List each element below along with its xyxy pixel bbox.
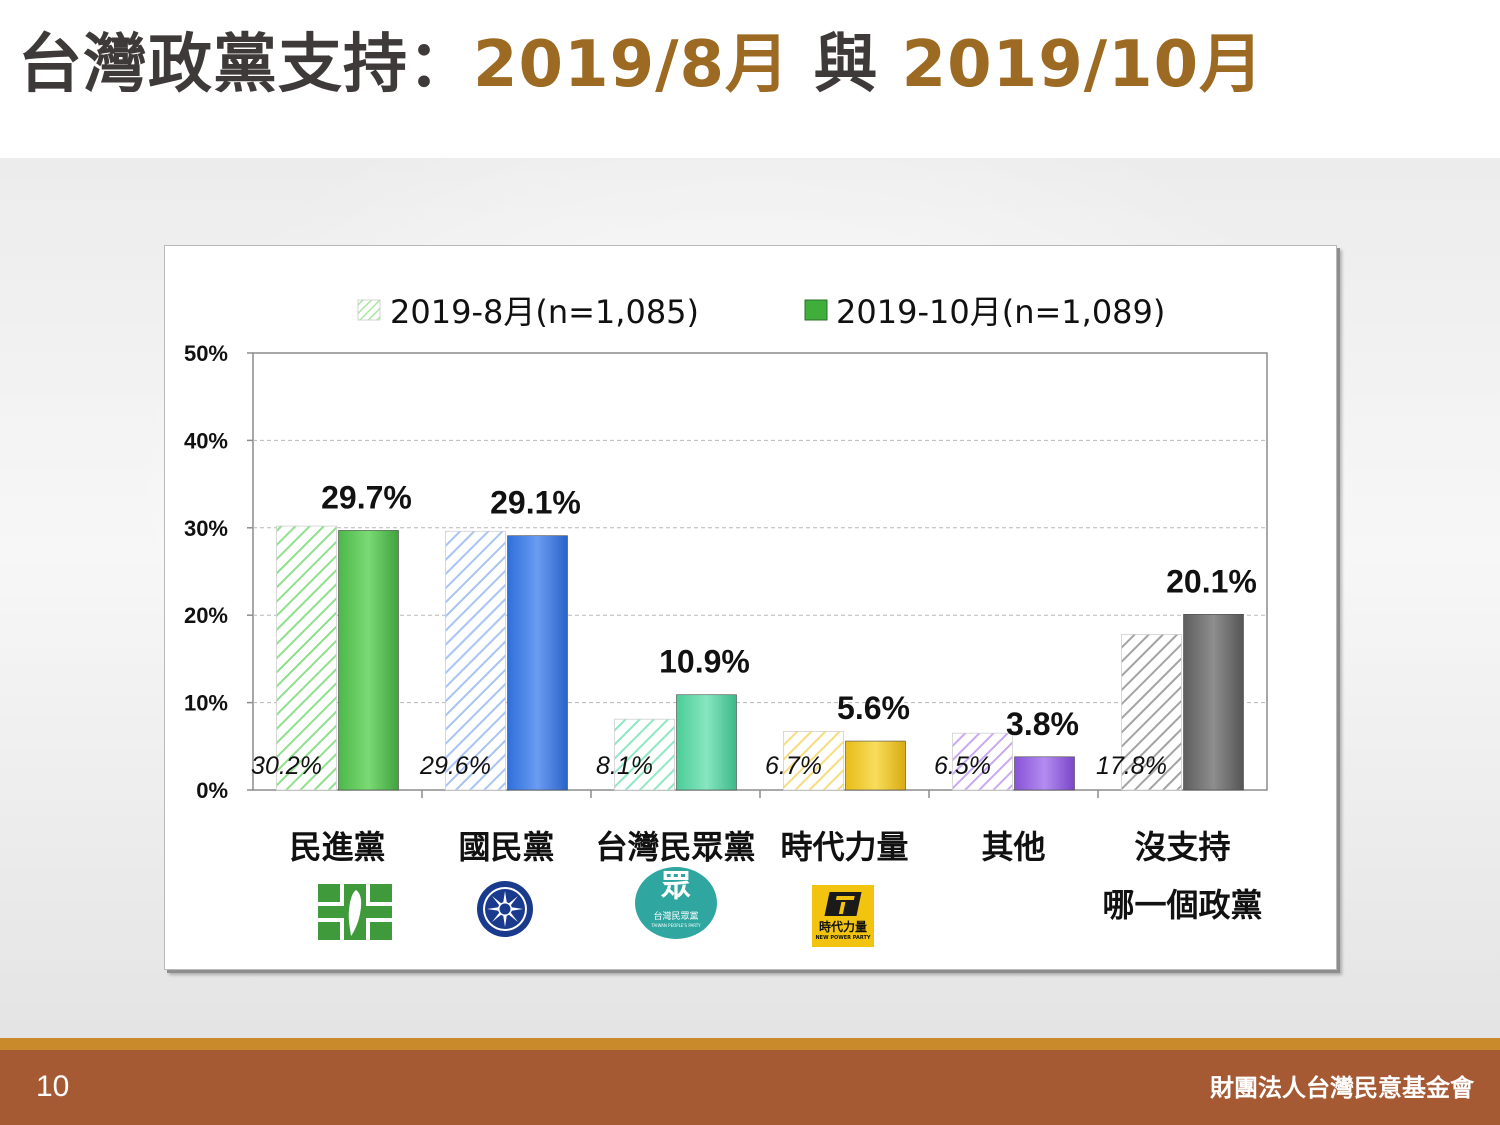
bar-aug-other bbox=[952, 732, 1013, 791]
legend-label-aug: 2019-8月(n=1,085) bbox=[390, 293, 699, 331]
data-label-aug: 8.1% bbox=[596, 752, 653, 780]
x-category-label: 台灣民眾黨 bbox=[595, 828, 755, 866]
data-label-aug: 6.7% bbox=[765, 752, 822, 780]
legend-swatch-aug bbox=[357, 299, 381, 321]
y-tick-label: 30% bbox=[184, 516, 228, 541]
tpp-logo-glyph: 眾 bbox=[661, 869, 691, 904]
x-category-label: 時代力量 bbox=[780, 828, 908, 866]
npp-logo-text: 時代力量 bbox=[818, 920, 867, 934]
bar-oct-kmt bbox=[507, 535, 568, 791]
npp-logo: 時代力量 NEW POWER PARTY bbox=[812, 885, 874, 947]
bar-aug-none bbox=[1121, 634, 1182, 791]
footer-accent-line bbox=[0, 1038, 1500, 1050]
bar-oct-none bbox=[1183, 614, 1244, 791]
y-tick-label: 50% bbox=[184, 341, 228, 366]
y-tick-label: 0% bbox=[196, 778, 228, 803]
tpp-logo-subtext: TAIWAN PEOPLE'S PARTY bbox=[651, 923, 701, 928]
data-label-aug: 30.2% bbox=[251, 752, 322, 780]
data-label-aug: 6.5% bbox=[934, 752, 991, 780]
bar-aug-npp bbox=[783, 731, 844, 791]
title-bar: 台灣政黨支持：2019/8月 與 2019/10月 bbox=[0, 0, 1500, 158]
data-label-aug: 29.6% bbox=[419, 752, 491, 780]
y-tick-label: 20% bbox=[184, 603, 228, 628]
npp-logo-mark bbox=[824, 892, 862, 916]
data-label-aug: 17.8% bbox=[1096, 752, 1167, 780]
plot-area bbox=[252, 352, 1268, 791]
tpp-logo-text: 台灣民眾黨 bbox=[653, 912, 699, 922]
bar-aug-kmt bbox=[445, 530, 506, 791]
bar-oct-other bbox=[1014, 756, 1075, 791]
x-category-label: 民進黨 bbox=[289, 828, 385, 866]
title-date-aug: 2019/8月 bbox=[473, 28, 791, 102]
title-main: 台灣政黨支持： bbox=[18, 28, 473, 102]
y-tick-label: 10% bbox=[184, 691, 228, 716]
bar-oct-dpp bbox=[338, 530, 399, 791]
title-connector: 與 bbox=[790, 28, 902, 102]
data-label-oct: 5.6% bbox=[837, 690, 910, 726]
x-category-label: 國民黨 bbox=[458, 828, 554, 866]
organization-name: 財團法人台灣民意基金會 bbox=[1210, 1074, 1474, 1102]
npp-logo-subtext: NEW POWER PARTY bbox=[815, 935, 871, 941]
dpp-logo bbox=[318, 884, 392, 940]
x-category-label: 其他 bbox=[981, 828, 1045, 866]
bar-aug-tpp bbox=[614, 718, 675, 791]
footer-bar bbox=[0, 1050, 1500, 1125]
title-date-oct: 2019/10月 bbox=[901, 28, 1265, 102]
x-category-label: 沒支持 bbox=[1134, 828, 1230, 866]
bar-oct-tpp bbox=[676, 694, 737, 791]
data-label-oct: 10.9% bbox=[659, 644, 750, 680]
data-label-oct: 29.1% bbox=[490, 485, 581, 521]
bar-aug-dpp bbox=[276, 525, 337, 791]
kmt-logo bbox=[477, 881, 533, 937]
legend-swatch-oct bbox=[804, 299, 828, 321]
slide-title: 台灣政黨支持：2019/8月 與 2019/10月 bbox=[18, 30, 1264, 100]
page-number: 10 bbox=[36, 1070, 70, 1103]
tpp-logo: 眾 台灣民眾黨 TAIWAN PEOPLE'S PARTY bbox=[634, 866, 718, 940]
x-category-label: 哪一個政黨 bbox=[1102, 886, 1262, 924]
data-label-oct: 3.8% bbox=[1006, 706, 1079, 742]
legend-label-oct: 2019-10月(n=1,089) bbox=[836, 293, 1165, 331]
bar-oct-npp bbox=[845, 740, 906, 791]
y-tick-label: 40% bbox=[184, 428, 228, 453]
data-label-oct: 29.7% bbox=[321, 479, 412, 515]
data-label-oct: 20.1% bbox=[1166, 563, 1257, 599]
